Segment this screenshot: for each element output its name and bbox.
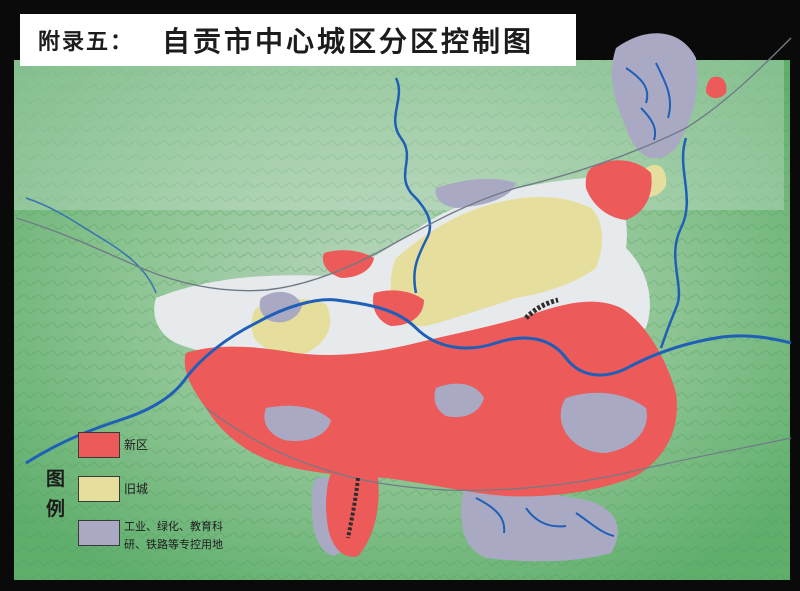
legend: 图例 新区 旧城 工业、绿化、教育科 研、铁路等专控用地 <box>42 432 252 564</box>
map-frame: 附录五： 自贡市中心城区分区控制图 图例 新区 旧城 工业、绿化、教育科 研、铁… <box>6 8 794 584</box>
north-river <box>394 77 432 294</box>
new-district-north-1 <box>322 250 374 278</box>
main-river <box>25 298 792 465</box>
district-map[interactable] <box>6 8 794 584</box>
legend-label-new-district: 新区 <box>124 438 149 452</box>
title-prefix: 附录五： <box>38 30 135 55</box>
legend-label-old-city: 旧城 <box>124 482 149 496</box>
map-title: 自贡市中心城区分区控制图 <box>162 25 535 58</box>
controlled-land-southeast <box>461 478 618 562</box>
controlled-land-inner-southwest <box>264 405 331 442</box>
west-stream <box>25 197 157 294</box>
legend-swatch-new-district <box>78 432 120 458</box>
south-road <box>205 407 792 491</box>
reservoir-channels <box>625 62 672 141</box>
new-district-northeast <box>585 160 652 220</box>
new-district-far-northeast <box>706 76 727 99</box>
controlled-land-inner-center <box>434 383 484 418</box>
main-road <box>15 37 792 292</box>
legend-swatch-controlled-land <box>78 520 120 546</box>
old-city-zone <box>390 196 603 327</box>
railway-south <box>346 477 360 539</box>
legend-swatch-old-city <box>78 476 120 502</box>
controlled-land-north <box>435 178 516 208</box>
new-district-north-2 <box>372 290 424 326</box>
new-district-main <box>184 301 677 497</box>
controlled-land-reservoir <box>611 33 698 159</box>
title-box: 附录五： 自贡市中心城区分区控制图 <box>20 14 576 66</box>
southeast-channels <box>475 497 615 537</box>
legend-heading: 图例 <box>46 468 66 520</box>
legend-label-controlled-land-line2: 研、铁路等专控用地 <box>124 538 223 551</box>
controlled-land-inner-east <box>560 392 647 453</box>
legend-label-controlled-land-line1: 工业、绿化、教育科 <box>124 520 223 533</box>
east-river <box>659 137 689 349</box>
